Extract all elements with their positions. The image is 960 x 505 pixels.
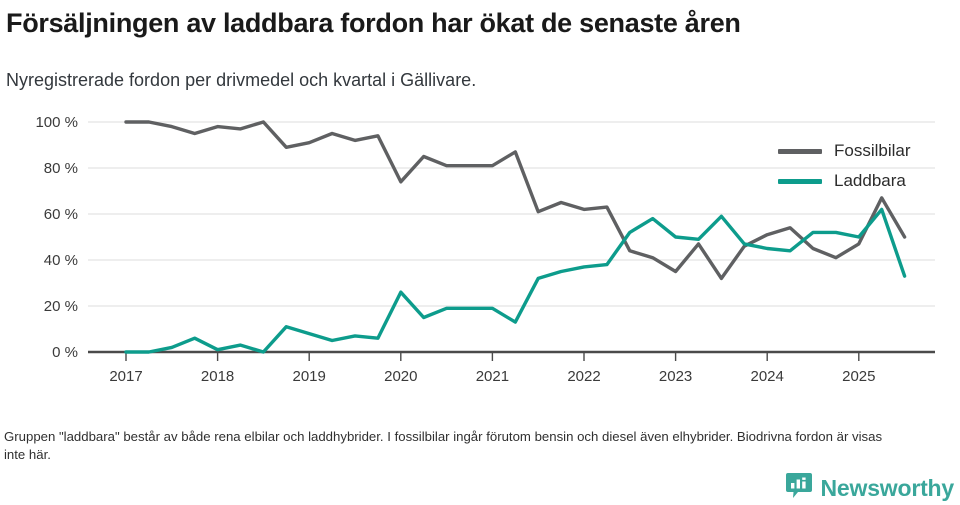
line-chart-svg: 0 % 20 % 40 % 60 % 80 % 100 % 2017 2018 2019 202… (35, 114, 935, 385)
y-axis-tick-label: 20 % (44, 298, 78, 315)
chart-subtitle: Nyregistrerade fordon per drivmedel och … (6, 70, 477, 90)
data-series-group (124, 120, 907, 354)
legend-label-laddbara: Laddbara (834, 171, 906, 190)
x-axis-tick-label: 2021 (476, 368, 509, 385)
brand-name: Newsworthy (820, 475, 955, 501)
chart-legend: Fossilbilar Laddbara (778, 136, 958, 196)
x-axis-tick-labels: 2017 2018 2019 2020 2021 2022 2023 2024 2025 (109, 368, 875, 385)
page-title: Försäljningen av laddbara fordon har öka… (6, 8, 741, 38)
y-axis-tick-label: 80 % (44, 160, 78, 177)
brand-logo[interactable]: Newsworthy (785, 472, 955, 505)
series-line-laddbara (124, 207, 907, 354)
chart-footnote: Gruppen "laddbara" består av både rena e… (4, 429, 883, 462)
legend-swatch-fossilbilar (778, 148, 822, 154)
x-axis-tick-label: 2023 (659, 368, 692, 385)
x-axis-group (125, 352, 860, 361)
x-axis-tick-label: 2018 (201, 368, 234, 385)
gridlines-group (88, 121, 935, 354)
y-axis-tick-label: 40 % (44, 252, 78, 269)
legend-label-fossilbilar: Fossilbilar (834, 141, 911, 160)
legend-item-laddbara[interactable]: Laddbara (778, 166, 958, 196)
x-axis-tick-label: 2017 (109, 368, 142, 385)
legend-item-fossilbilar[interactable]: Fossilbilar (778, 136, 958, 166)
y-axis-tick-label: 100 % (35, 114, 78, 131)
y-axis-tick-label: 0 % (52, 344, 78, 361)
y-axis-tick-label: 60 % (44, 206, 78, 223)
series-line-fossilbilar (124, 120, 907, 281)
bar-chart-bubble-icon (785, 472, 812, 505)
chart-plot-area: 0 % 20 % 40 % 60 % 80 % 100 % 2017 2018 2019 202… (0, 105, 960, 395)
y-axis-tick-labels: 0 % 20 % 40 % 60 % 80 % 100 % (35, 114, 78, 361)
x-axis-tick-label: 2020 (384, 368, 417, 385)
x-axis-tick-label: 2022 (567, 368, 600, 385)
legend-swatch-laddbara (778, 178, 822, 184)
x-axis-tick-label: 2019 (293, 368, 326, 385)
x-axis-tick-label: 2025 (842, 368, 875, 385)
x-axis-tick-label: 2024 (751, 368, 784, 385)
